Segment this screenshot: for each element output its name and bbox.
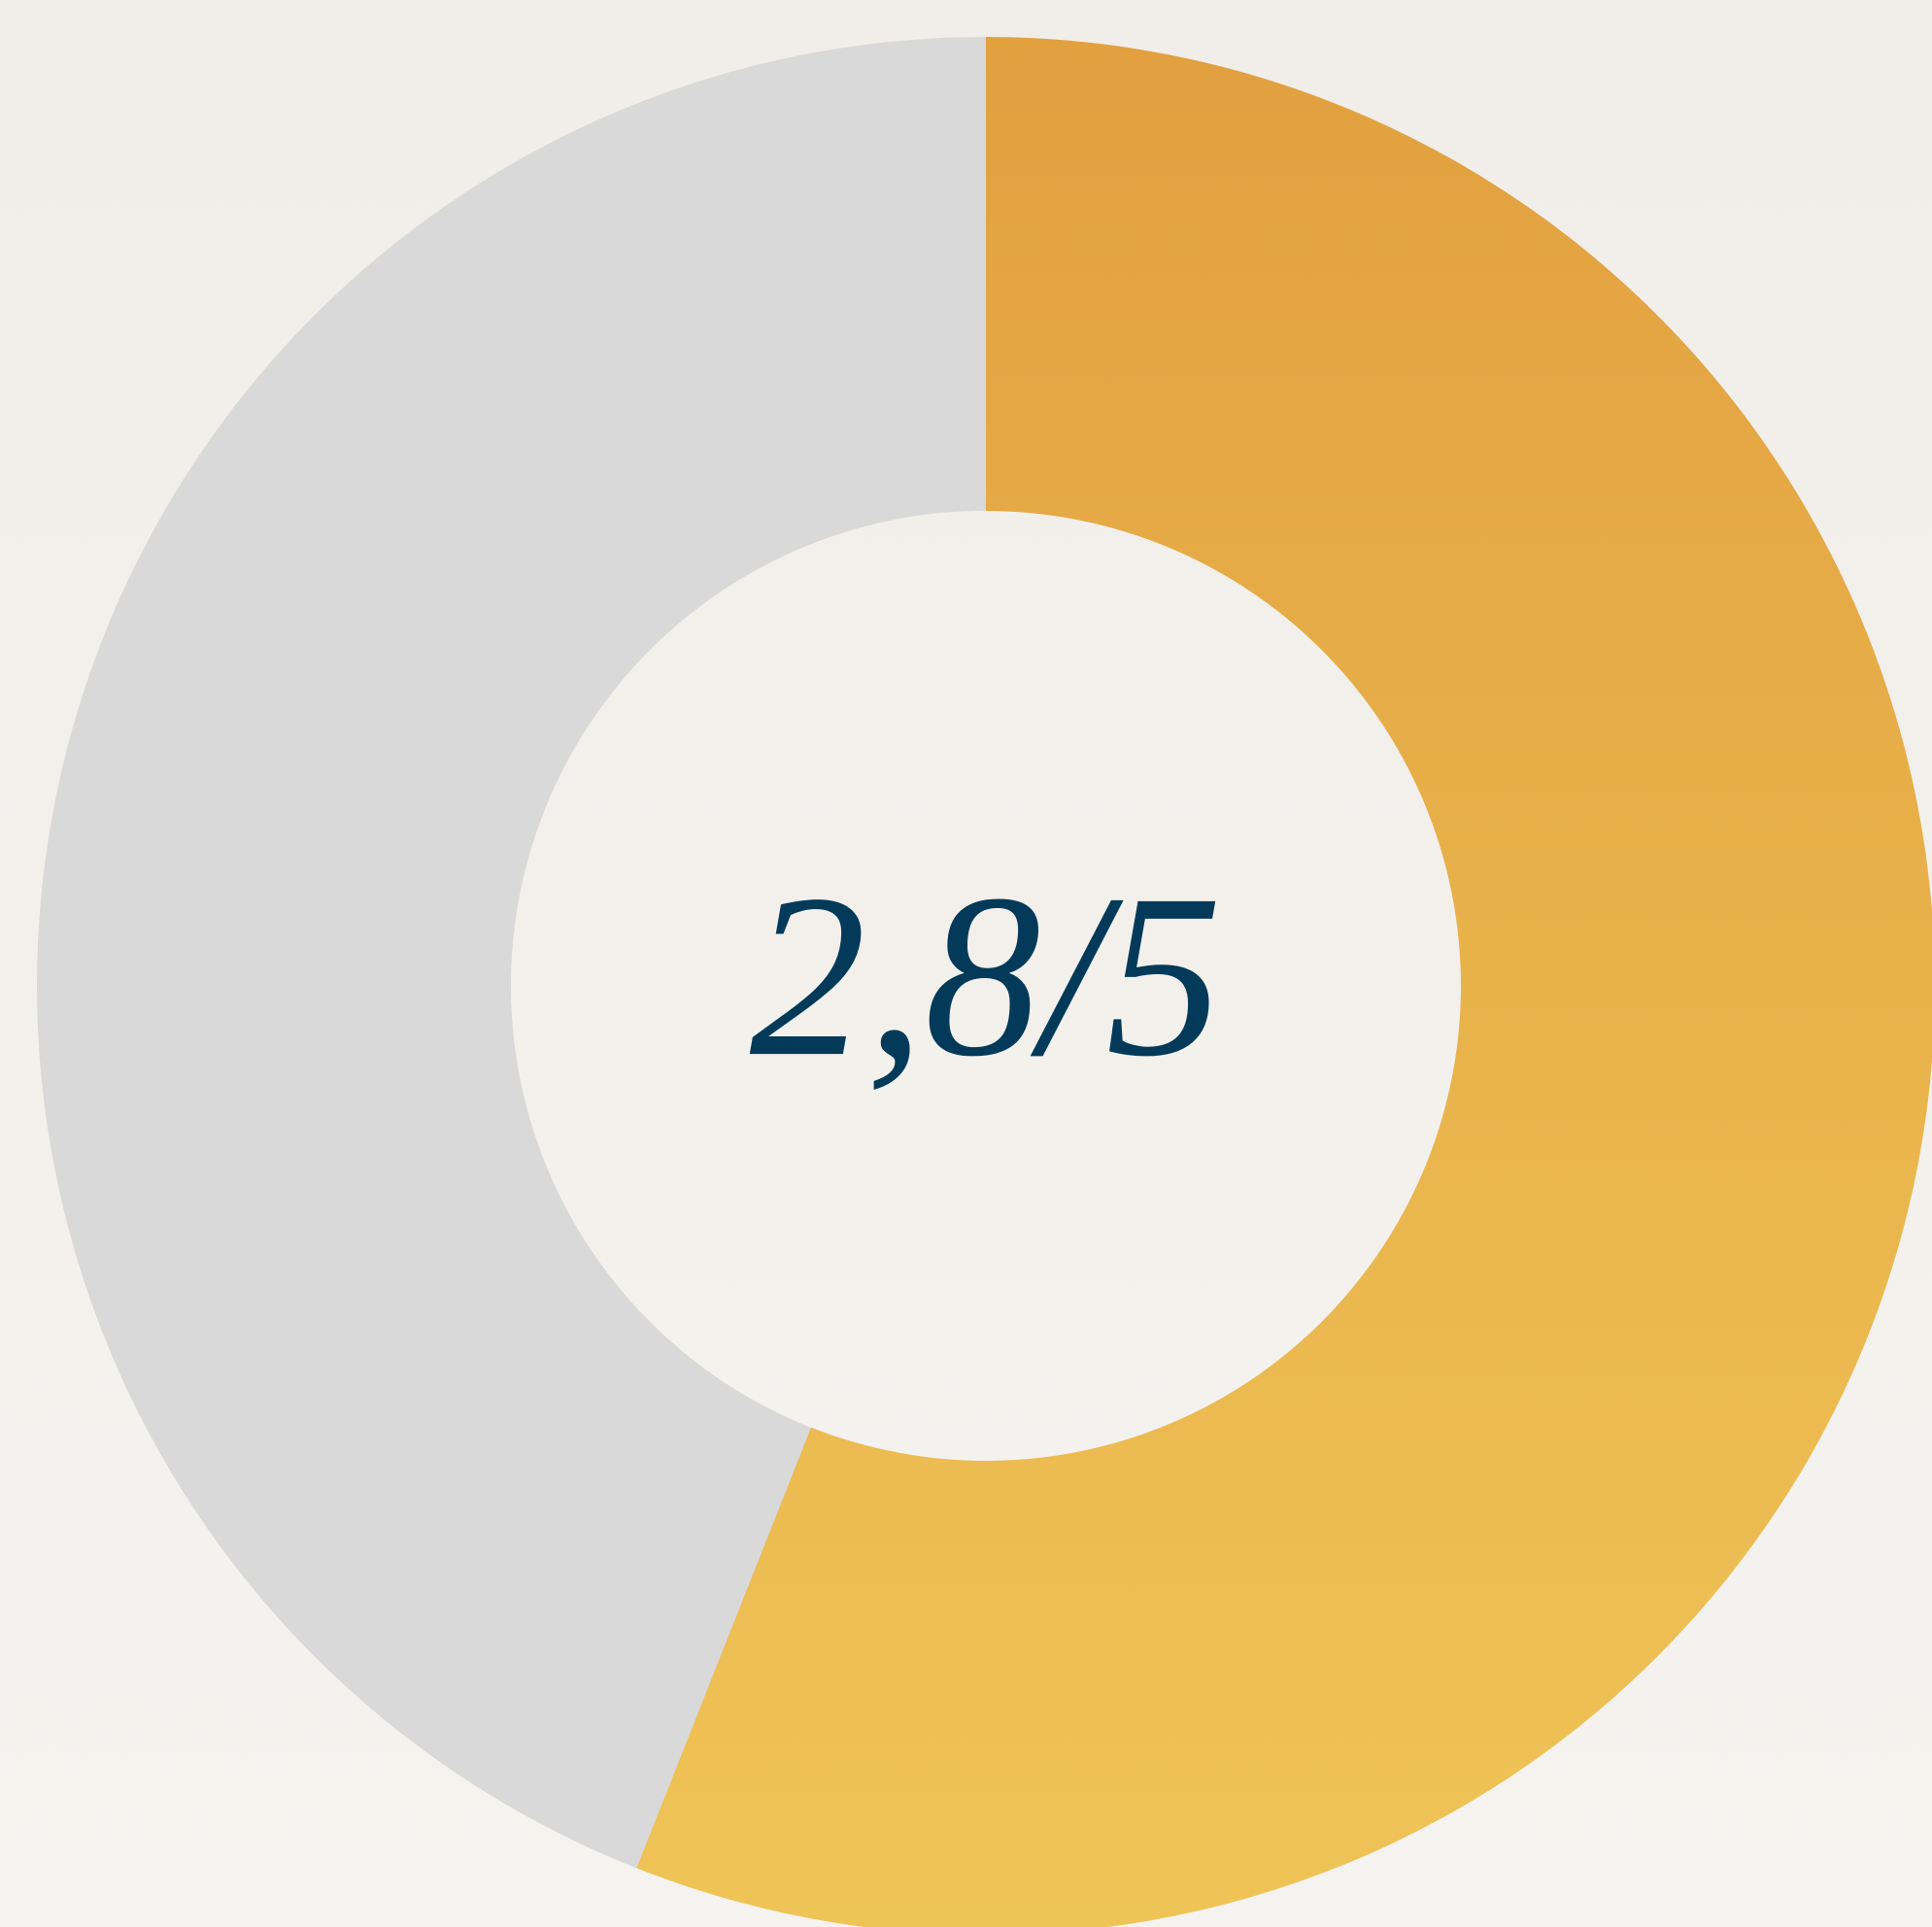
center-label: 2,8/5 <box>750 846 1223 1104</box>
donut-value <box>636 37 1932 1927</box>
